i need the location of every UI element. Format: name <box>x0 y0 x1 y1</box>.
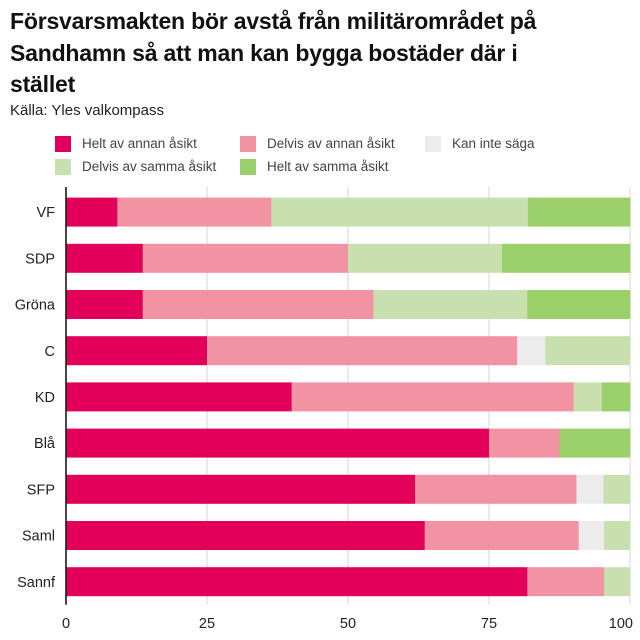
category-label-bla: Blå <box>34 436 56 452</box>
category-label-sannf: Sannf <box>17 575 56 591</box>
x-tick-label-50: 50 <box>340 616 356 632</box>
bar-kd-helt-av-samma-asikt <box>601 382 631 412</box>
bar-vf-delvis-av-samma-asikt <box>271 197 529 227</box>
bar-sdp-delvis-av-samma-asikt <box>348 243 503 273</box>
legend-item-helt-av-annan-asikt: Helt av annan åsikt <box>55 136 240 152</box>
category-label-vf: VF <box>36 205 55 221</box>
bar-c-delvis-av-samma-asikt <box>545 336 631 366</box>
legend-swatch <box>55 159 71 175</box>
category-label-c: C <box>45 344 55 360</box>
bar-vf-helt-av-annan-asikt <box>66 197 118 227</box>
legend-swatch <box>55 136 71 152</box>
label-layer: 0 25 50 75 100 VF SDP Gröna C KD Blå SFP Saml Sannf <box>15 187 633 632</box>
x-tick-label-25: 25 <box>199 616 215 632</box>
bar-sdp-delvis-av-annan-asikt <box>142 243 349 273</box>
bar-sfp-helt-av-annan-asikt <box>66 474 416 504</box>
bar-saml-delvis-av-annan-asikt <box>424 521 580 550</box>
bar-saml-delvis-av-samma-asikt <box>604 521 630 550</box>
bar-kd-delvis-av-samma-asikt <box>573 382 603 412</box>
chart-title: Försvarsmakten bör avstå från militäromr… <box>10 8 537 97</box>
bar-kd-helt-av-annan-asikt <box>66 382 292 412</box>
bar-sannf-delvis-av-samma-asikt <box>604 567 630 597</box>
category-label-sdp: SDP <box>25 251 55 267</box>
bar-grona-helt-av-samma-asikt <box>527 290 631 319</box>
bar-vf-helt-av-samma-asikt <box>527 197 631 227</box>
legend-label: Helt av samma åsikt <box>267 159 389 174</box>
legend-label: Delvis av annan åsikt <box>267 136 395 151</box>
x-tick-label-75: 75 <box>481 616 497 632</box>
bar-grona-delvis-av-annan-asikt <box>142 290 374 319</box>
bar-vf-delvis-av-annan-asikt <box>117 197 272 227</box>
bar-saml-kan-inte-saga <box>578 521 605 550</box>
bar-kd-delvis-av-annan-asikt <box>291 382 574 412</box>
category-label-sfp: SFP <box>27 482 55 498</box>
legend-item-delvis-av-samma-asikt: Delvis av samma åsikt <box>55 159 240 175</box>
bar-sdp-helt-av-annan-asikt <box>66 243 144 273</box>
chart-legend: Helt av annan åsikt Delvis av annan åsik… <box>55 136 615 175</box>
bar-grona-helt-av-annan-asikt <box>66 290 144 319</box>
bar-saml-helt-av-annan-asikt <box>66 521 426 550</box>
category-label-kd: KD <box>35 390 55 406</box>
bar-bla-helt-av-annan-asikt <box>66 428 490 458</box>
bar-sfp-kan-inte-saga <box>576 474 604 504</box>
legend-item-kan-inte-saga: Kan inte säga <box>425 136 610 152</box>
bar-c-delvis-av-annan-asikt <box>207 336 518 366</box>
legend-label: Delvis av samma åsikt <box>82 159 217 174</box>
legend-swatch <box>240 136 256 152</box>
bar-sannf-helt-av-annan-asikt <box>66 567 528 597</box>
bar-bla-delvis-av-annan-asikt <box>489 428 560 458</box>
legend-label: Kan inte säga <box>452 136 535 151</box>
chart-source: Källa: Yles valkompass <box>10 102 164 119</box>
stacked-bar-chart: 0 25 50 75 100 VF SDP Gröna C KD Blå SFP Saml Sannf <box>15 187 633 632</box>
bar-sdp-helt-av-samma-asikt <box>501 243 631 273</box>
category-label-grona: Gröna <box>15 298 56 314</box>
bar-grona-delvis-av-samma-asikt <box>373 290 528 319</box>
bar-sfp-delvis-av-samma-asikt <box>603 474 631 504</box>
legend-swatch <box>240 159 256 175</box>
bar-layer <box>66 197 631 597</box>
bar-sfp-delvis-av-annan-asikt <box>415 474 577 504</box>
legend-swatch <box>425 136 441 152</box>
bar-c-kan-inte-saga <box>517 336 546 366</box>
x-tick-label-0: 0 <box>62 616 70 632</box>
category-label-saml: Saml <box>22 529 55 545</box>
x-tick-label-100: 100 <box>609 616 633 632</box>
legend-item-helt-av-samma-asikt: Helt av samma åsikt <box>240 159 425 175</box>
legend-item-delvis-av-annan-asikt: Delvis av annan åsikt <box>240 136 425 152</box>
bar-sannf-delvis-av-annan-asikt <box>527 567 605 597</box>
bar-bla-helt-av-samma-asikt <box>559 428 631 458</box>
legend-label: Helt av annan åsikt <box>82 136 197 151</box>
bar-c-helt-av-annan-asikt <box>66 336 208 366</box>
